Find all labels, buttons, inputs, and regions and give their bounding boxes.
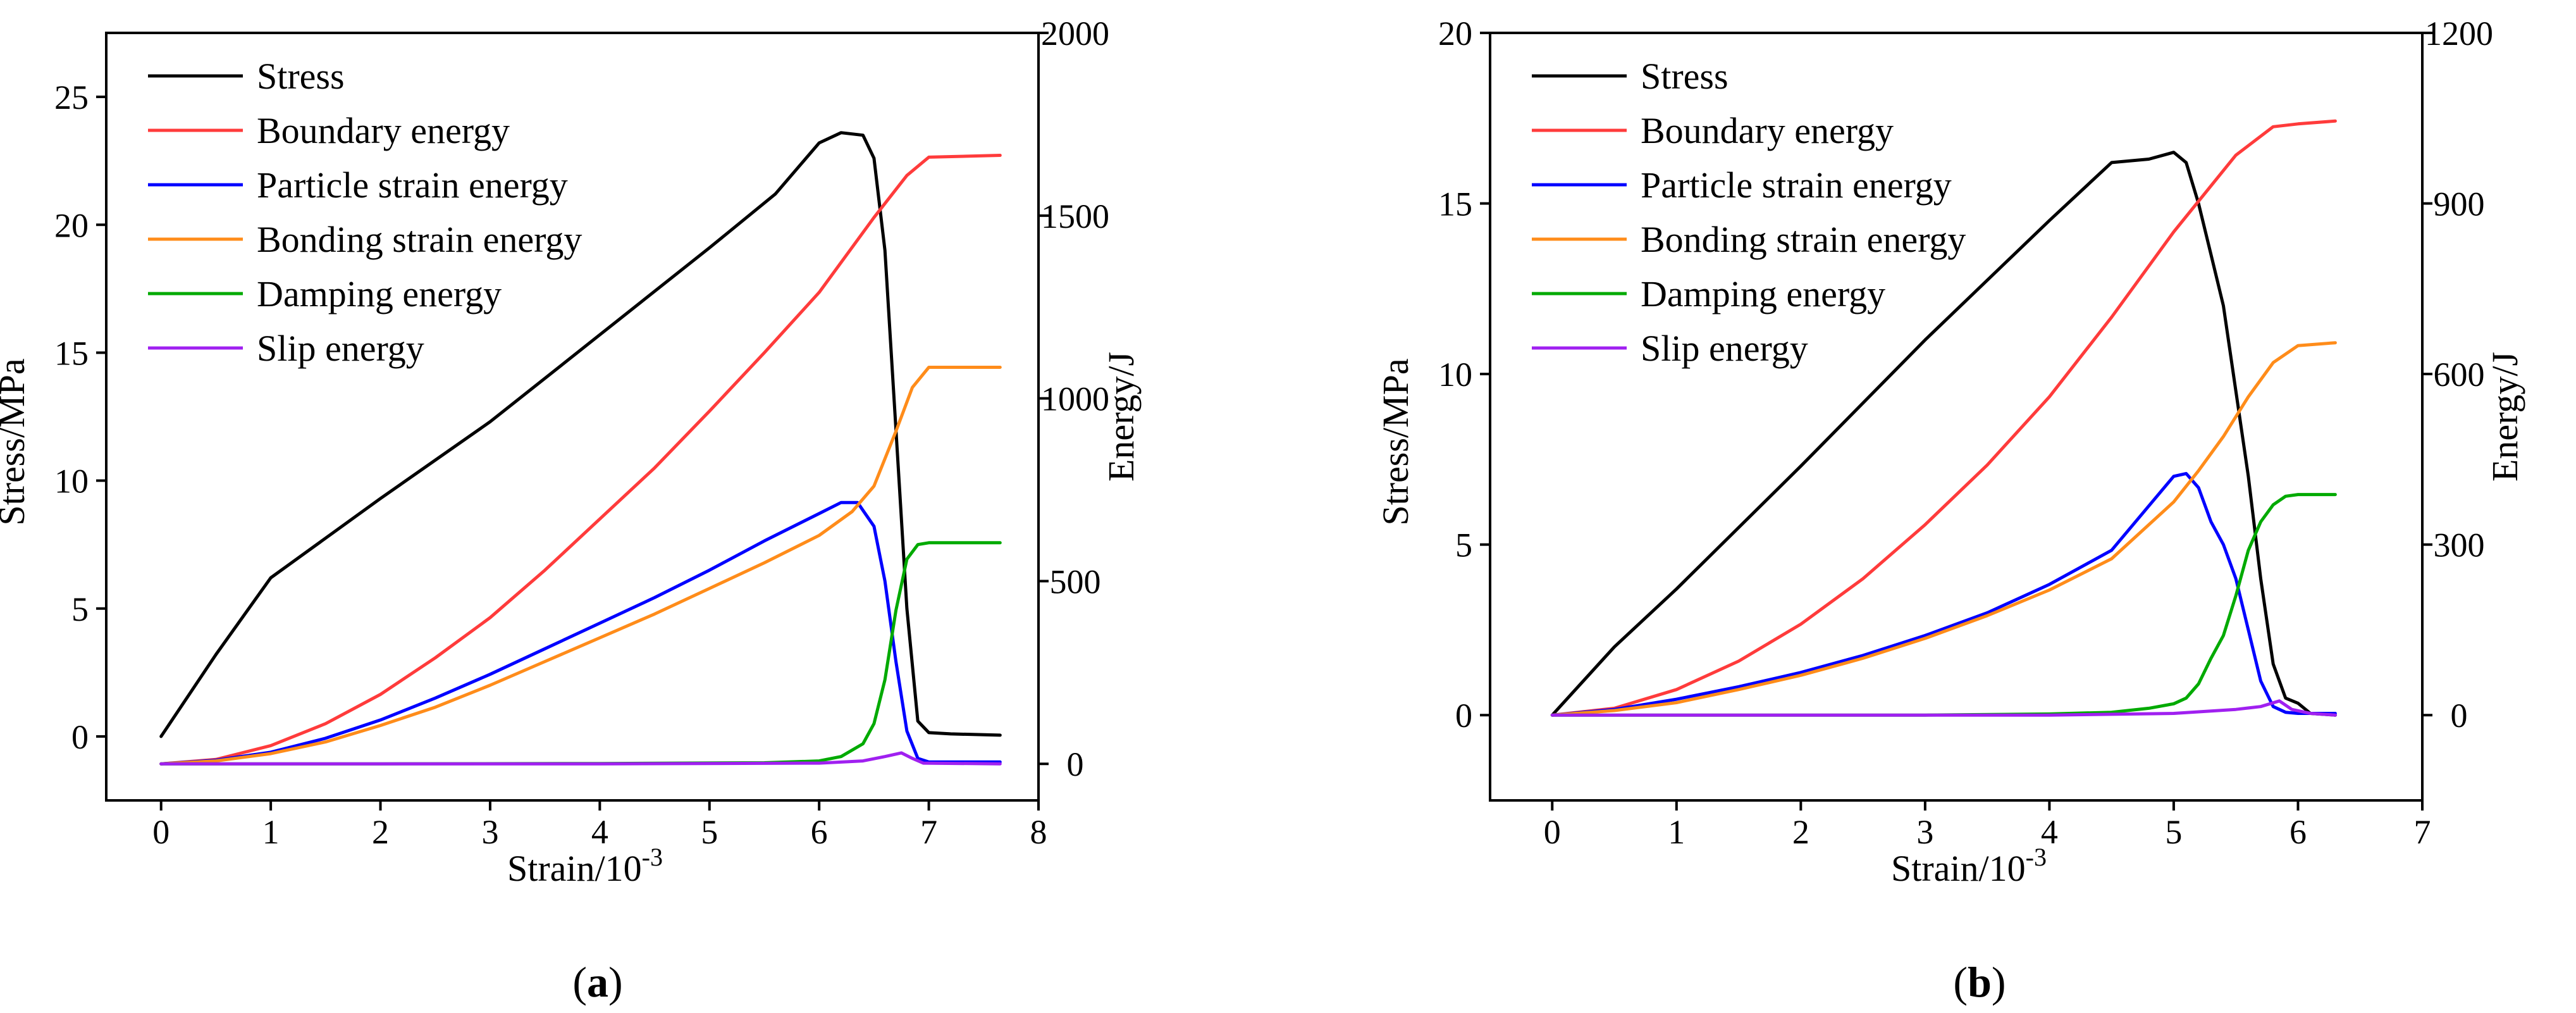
legend-label-boundary-energy: Boundary energy [257,110,510,151]
y-right-tick-label: 0 [1067,745,1084,783]
x-tick-label: 7 [2414,813,2431,851]
panel-b-label: (b) [1953,958,2006,1006]
x-tick-label: 6 [2289,813,2307,851]
series-lines-a [159,131,1002,766]
y-left-tick-label: 10 [1438,356,1472,394]
y-left-tick-label: 20 [1438,15,1472,53]
legend-label-particle-strain-energy: Particle strain energy [257,165,568,206]
legend-label-damping-energy: Damping energy [257,273,502,314]
x-tick-label: 0 [152,813,169,851]
y-left-tick-label: 25 [54,78,89,116]
legend-label-slip-energy: Slip energy [1641,328,1808,369]
y-right-axis-title: Energy/J [2484,352,2525,482]
series-line-particle-strain-energy [159,500,1002,766]
series-line-bonding-strain-energy [159,366,1002,766]
legend-label-stress: Stress [1641,56,1729,97]
series-line-damping-energy [1550,493,2337,717]
plot-frame-b [1489,32,2424,802]
y-left-tick-label: 0 [1455,697,1472,735]
y-left-tick-label: 15 [54,334,89,372]
series-line-boundary-energy [1550,119,2337,717]
series-line-slip-energy [1550,699,2337,717]
series-line-damping-energy [159,541,1002,766]
y-right-tick-label: 2000 [1041,15,1109,53]
x-axis-title: Strain/10-3 [507,843,663,889]
series-lines-b [1550,119,2337,717]
x-tick-label: 4 [591,813,608,851]
y-right-tick-label: 1200 [2425,15,2493,53]
legend-label-bonding-strain-energy: Bonding strain energy [257,219,582,260]
chart-panel-b: 0 1 2 3 4 5 6 7 0 5 10 15 20 0 300 600 900 1200 Strain/10-… [1375,15,2525,889]
legend-label-boundary-energy: Boundary energy [1641,110,1894,151]
y-right-tick-label: 1500 [1041,197,1109,235]
series-line-boundary-energy [159,154,1002,766]
x-tick-label: 2 [1792,813,1809,851]
x-tick-label: 3 [481,813,498,851]
x-tick-label: 0 [1544,813,1561,851]
plot-frame-a [105,32,1040,802]
series-line-slip-energy [159,751,1002,766]
series-line-bonding-strain-energy [1550,341,2337,717]
x-axis-title-base: Strain/10 [1891,848,2026,889]
y-right-tick-label: 1000 [1041,380,1109,418]
legend-label-stress: Stress [257,56,345,97]
y-right-tick-label: 300 [2434,526,2485,564]
series-line-stress [159,131,1002,738]
legend-label-slip-energy: Slip energy [257,328,424,369]
x-axis-title-base: Strain/10 [507,848,642,889]
x-tick-label: 1 [262,813,280,851]
y-right-tick-label: 0 [2451,697,2468,735]
x-tick-label: 7 [920,813,937,851]
y-left-axis-title: Stress/MPa [1375,358,1416,525]
y-right-tick-label: 600 [2434,356,2485,394]
legend-label-particle-strain-energy: Particle strain energy [1641,165,1952,206]
panel-a-letter: a [587,958,608,1006]
y-left-tick-label: 0 [71,718,89,756]
x-tick-label: 1 [1668,813,1685,851]
y-right-axis-title: Energy/J [1100,352,1142,482]
y-left-tick-label: 5 [71,590,89,628]
x-tick-label: 8 [1030,813,1047,851]
chart-panel-a: 0 1 2 3 4 5 6 7 805101520250500100015002000Strai… [0,15,1142,889]
panel-a-label: (a) [572,958,622,1006]
x-tick-label: 5 [701,813,718,851]
x-tick-label: 3 [1916,813,1933,851]
x-axis-title-exponent: -3 [2026,843,2047,871]
y-left-tick-label: 5 [1455,526,1472,564]
y-left-tick-label: 10 [54,463,89,500]
y-right-tick-label: 500 [1050,562,1101,600]
y-left-axis-title: Stress/MPa [0,358,32,525]
x-tick-label: 5 [2165,813,2182,851]
series-line-particle-strain-energy [1550,471,2337,717]
x-axis-title-exponent: -3 [642,843,663,871]
x-tick-label: 4 [2041,813,2058,851]
x-tick-label: 2 [372,813,389,851]
y-left-tick-label: 20 [54,206,89,244]
legend-label-damping-energy: Damping energy [1641,273,1885,314]
y-left-tick-label: 15 [1438,185,1472,223]
legend-label-bonding-strain-energy: Bonding strain energy [1641,219,1966,260]
y-right-tick-label: 900 [2434,185,2485,223]
x-tick-label: 6 [811,813,828,851]
panel-b-letter: b [1968,958,1992,1006]
x-axis-title: Strain/10-3 [1891,843,2047,889]
